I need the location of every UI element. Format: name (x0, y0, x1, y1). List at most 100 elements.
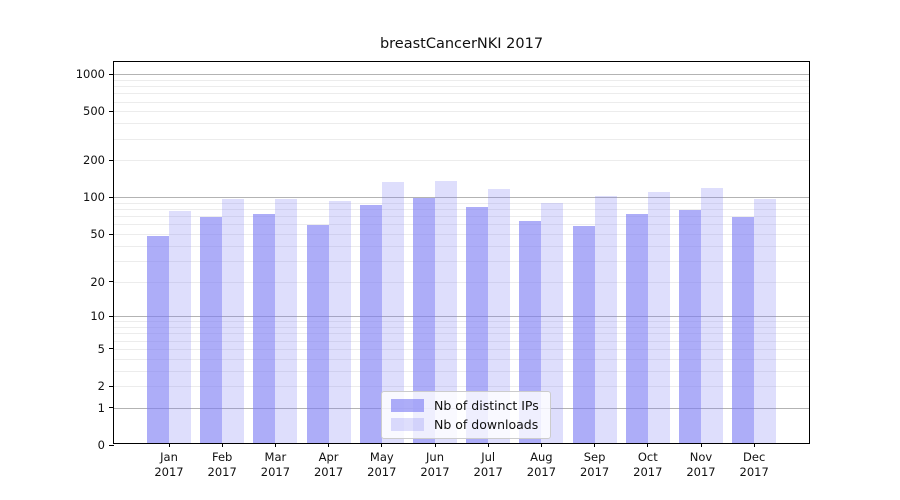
minor-gridline (114, 327, 809, 329)
y-tick-label: 100 (83, 190, 105, 205)
bar-downloads-dec (754, 198, 777, 443)
y-tick-label: 1000 (75, 67, 105, 82)
x-tick-mark (594, 443, 596, 447)
minor-gridline (114, 202, 809, 204)
minor-gridline (114, 111, 809, 113)
x-tick-label-jul: Jul 2017 (473, 450, 503, 479)
x-tick-mark (540, 443, 543, 447)
bar-downloads-jul (488, 188, 511, 443)
y-tick-mark (109, 444, 114, 446)
bar-downloads-may (381, 182, 404, 443)
major-gridline (114, 316, 809, 318)
x-tick-label-sep: Sep 2017 (579, 450, 610, 479)
y-tick-mark (109, 385, 114, 387)
y-tick-mark (109, 233, 114, 235)
x-tick-mark (328, 443, 330, 447)
y-tick-label: 2 (97, 379, 105, 393)
bar-distinct-ips-sep (572, 226, 595, 443)
minor-gridline (114, 260, 809, 262)
plot-area: 1000 500 200 100 50 20 10 5 2 1 0 Jan 2017 Feb 2017… (76, 61, 810, 479)
x-tick-mark (700, 443, 702, 447)
minor-gridline (114, 333, 809, 335)
y-tick-label: 50 (90, 227, 105, 241)
bar-distinct-ips-apr (306, 225, 329, 443)
x-tick-label-oct: Oct 2017 (633, 450, 663, 479)
minor-gridline (114, 281, 809, 283)
bar-downloads-apr (328, 200, 351, 443)
bar-downloads-nov (701, 187, 723, 443)
minor-gridline (114, 138, 809, 140)
legend: Nb of distinct IPs Nb of downloads (381, 391, 551, 439)
major-gridline (114, 197, 809, 199)
x-tick-mark (434, 443, 436, 447)
y-tick-mark (109, 73, 114, 75)
bar-distinct-ips-aug (519, 220, 542, 443)
x-tick-mark (274, 443, 277, 447)
x-tick-mark (753, 443, 755, 447)
y-tick-mark (109, 348, 114, 350)
legend-swatch-downloads (391, 418, 424, 431)
legend-label-downloads: Nb of downloads (434, 417, 539, 432)
y-tick-label: 200 (83, 153, 105, 168)
y-tick-label: 10 (90, 309, 105, 324)
legend-swatch-distinct-ips (391, 399, 424, 412)
bar-distinct-ips-dec (732, 217, 755, 443)
bar-distinct-ips-jul (466, 207, 489, 443)
bar-distinct-ips-may (359, 204, 382, 443)
bar-downloads-jan (169, 211, 191, 443)
minor-gridline (114, 358, 809, 360)
bar-downloads-sep (594, 196, 617, 443)
y-tick-label: 1 (97, 400, 105, 415)
minor-gridline (114, 209, 809, 211)
x-tick-label-jun: Jun 2017 (420, 450, 450, 479)
minor-gridline (114, 160, 809, 162)
y-tick-label: 500 (83, 104, 105, 119)
legend-label-distinct-ips: Nb of distinct IPs (434, 398, 539, 413)
y-tick-mark (109, 110, 114, 113)
bar-downloads-aug (541, 202, 564, 443)
x-tick-mark (168, 443, 170, 447)
bar-distinct-ips-jun (413, 197, 435, 443)
minor-gridline (114, 224, 809, 226)
bar-downloads-feb (222, 198, 245, 443)
legend-row-downloads: Nb of downloads (391, 417, 539, 432)
x-tick-mark (381, 443, 383, 447)
y-tick-label: 5 (97, 341, 105, 356)
x-tick-label-jan: Jan 2017 (154, 450, 184, 479)
minor-gridline (114, 386, 809, 387)
x-tick-label-mar: Mar 2017 (260, 450, 291, 479)
x-tick-label-aug: Aug 2017 (526, 450, 557, 479)
x-tick-label-nov: Nov 2017 (686, 450, 716, 479)
bar-distinct-ips-oct (625, 214, 648, 443)
bar-downloads-oct (647, 191, 670, 443)
y-tick-mark (109, 407, 114, 409)
minor-gridline (114, 86, 809, 88)
bar-distinct-ips-mar (253, 214, 276, 443)
x-tick-mark (487, 443, 489, 447)
minor-gridline (114, 234, 809, 235)
minor-gridline (114, 348, 809, 350)
bar-distinct-ips-feb (200, 217, 223, 443)
y-tick-mark (109, 196, 114, 198)
x-tick-label-feb: Feb 2017 (207, 450, 237, 479)
legend-row-distinct-ips: Nb of distinct IPs (391, 398, 539, 413)
chart-title: breastCancerNKI 2017 (379, 36, 544, 52)
x-tick-label-dec: Dec 2017 (739, 450, 769, 479)
bar-distinct-ips-nov (679, 209, 701, 443)
minor-gridline (114, 79, 809, 81)
y-tick-label: 20 (90, 274, 105, 289)
bar-downloads-jun (435, 180, 457, 443)
x-tick-label-may: May 2017 (367, 450, 397, 479)
bar-downloads-mar (275, 199, 298, 443)
minor-gridline (114, 93, 809, 95)
y-tick-mark (109, 159, 114, 162)
minor-gridline (114, 123, 809, 125)
major-gridline (114, 74, 809, 76)
minor-gridline (114, 216, 809, 218)
bar-distinct-ips-jan (147, 236, 169, 443)
y-tick-mark (109, 281, 114, 283)
x-tick-mark (221, 443, 223, 447)
x-tick-label-apr: Apr 2017 (313, 450, 344, 479)
y-tick-label: 0 (97, 438, 105, 452)
